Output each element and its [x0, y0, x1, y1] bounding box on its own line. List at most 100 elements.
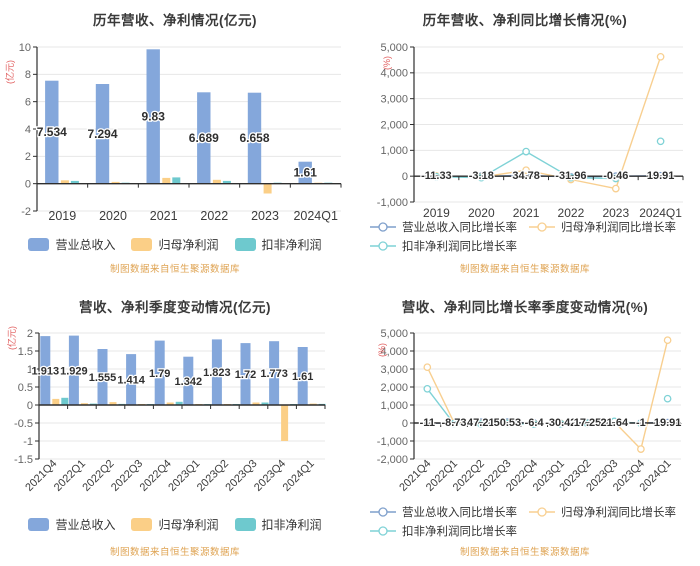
- chart-title: 营收、净利季度变动情况(亿元): [79, 300, 271, 315]
- category-label: 2024Q1: [639, 206, 682, 220]
- y-tick-label: 2: [25, 151, 31, 163]
- source-note: 制图数据来自恒生聚源数据库: [109, 264, 240, 275]
- category-labels: 2021Q42022Q12022Q22022Q32022Q42023Q12023…: [23, 458, 317, 494]
- legend-line-marker-non-gaap-growth: [370, 526, 396, 536]
- category-label: 2019: [423, 206, 450, 220]
- legend-item-net-profit-growth: 归母净利润同比增长率: [529, 504, 676, 520]
- value-label: -8.73: [441, 417, 466, 429]
- value-label: 50.53: [494, 417, 522, 429]
- value-labels: -11.33 -3.18 34.78 -31.96 -0.46 19.91: [420, 169, 676, 184]
- revenue-bars: [45, 49, 312, 184]
- y-axis: 5,000 4,000 3,000 2,000 1,000 0 -1,000: [377, 42, 414, 209]
- value-label: -30.42: [545, 417, 576, 429]
- legend-item-net-profit-growth: 归母净利润同比增长率: [529, 219, 676, 235]
- category-label: 2021: [513, 206, 540, 220]
- y-tick-label: 0: [27, 400, 33, 412]
- gridlines: [414, 332, 681, 460]
- y-tick-label: 1,000: [380, 145, 408, 157]
- chart-title: 历年营收、净利同比增长情况(%): [422, 13, 628, 28]
- value-labels: 7.534 7.294 9.83 6.689 6.658 1.61: [36, 108, 319, 181]
- category-labels: 2019 2020 2021 2022 2023 2024Q1: [423, 206, 682, 220]
- category-label: 2021: [150, 209, 178, 223]
- y-tick-label: 1: [27, 364, 33, 376]
- y-tick-label: 0.5: [18, 382, 33, 394]
- value-label: -11.33: [421, 170, 452, 182]
- value-label: -6.4: [525, 417, 545, 429]
- category-label: 2023: [251, 209, 279, 223]
- y-tick-label: 0: [25, 178, 31, 190]
- legend-label: 扣非净利润同比增长率: [402, 526, 517, 538]
- y-tick-label: 3,000: [380, 364, 408, 376]
- chart-title: 营收、净利同比增长率季度变动情况(%): [401, 300, 649, 315]
- y-axis-unit-label: (%): [377, 343, 387, 357]
- legend: 营业总收入 归母净利润 扣非净利润: [0, 236, 350, 253]
- revenue-bars: [40, 335, 308, 405]
- category-label: 2020: [468, 206, 495, 220]
- y-tick-label: 3,000: [380, 93, 408, 105]
- legend-label: 归母净利润同比增长率: [561, 507, 676, 519]
- legend-swatch-net-profit: [131, 518, 153, 531]
- legend-item-non-gaap: 扣非净利润: [234, 236, 322, 253]
- value-label: 1.414: [117, 375, 145, 387]
- y-tick-label: 2: [27, 328, 33, 340]
- value-label: -11: [420, 417, 435, 429]
- source-note: 制图数据来自恒生聚源数据库: [109, 547, 240, 558]
- value-label: 1.913: [32, 366, 60, 378]
- value-label: 1.79: [149, 368, 170, 380]
- value-label: -0.46: [603, 170, 628, 182]
- y-tick-label: 0: [402, 418, 408, 430]
- value-label: 6.658: [239, 131, 269, 145]
- source-note: 制图数据来自恒生聚源数据库: [459, 264, 590, 275]
- legend-item-revenue-growth: 营业总收入同比增长率: [370, 504, 517, 520]
- legend-item-non-gaap: 扣非净利润: [234, 516, 322, 533]
- legend-label: 扣非净利润: [261, 518, 322, 532]
- value-label: 17.25: [574, 417, 602, 429]
- y-tick-label: -2: [21, 206, 31, 218]
- value-label: 1.929: [60, 365, 88, 377]
- source-note: 制图数据来自恒生聚源数据库: [459, 547, 590, 558]
- y-axis-unit-label: (亿元): [4, 60, 15, 84]
- y-axis: 10 8 6 4 2 0 -2: [19, 42, 37, 218]
- quadrant-annual-growth-rate: 历年营收、净利同比增长情况(%) 5,000 4,000 3,000 2,000 1,0…: [350, 0, 700, 283]
- legend-label: 扣非净利润同比增长率: [402, 241, 517, 253]
- category-label: 2024Q1: [281, 458, 317, 494]
- y-axis-unit-label: (%): [382, 56, 392, 70]
- category-label: 2022: [558, 206, 585, 220]
- y-tick-label: 2,000: [380, 382, 408, 394]
- legend-item-non-gaap-growth: 扣非净利润同比增长率: [370, 523, 517, 539]
- value-label: 1.342: [175, 376, 203, 388]
- category-label: 2020: [99, 209, 127, 223]
- legend-label: 营业总收入: [55, 238, 116, 252]
- value-label: 7.534: [37, 125, 67, 139]
- y-tick-label: -1,000: [377, 197, 408, 209]
- y-tick-label: -1.5: [14, 454, 33, 466]
- annual-growth-line-chart: 5,000 4,000 3,000 2,000 1,000 0 -1,000 (%) -11.3…: [377, 42, 684, 220]
- value-label: 19.91: [647, 170, 675, 182]
- value-label: 47.21: [467, 417, 495, 429]
- y-tick-label: -1,000: [377, 436, 408, 448]
- y-tick-label: 6: [25, 96, 31, 108]
- quadrant-quarterly-revenue-profit: 营收、净利季度变动情况(亿元) 2 1.5 1 0.5 0 -0.5 -1 -1.5 (亿元) 1…: [0, 283, 350, 566]
- y-tick-label: -0.5: [14, 418, 33, 430]
- category-label: 2024Q1: [293, 209, 338, 223]
- legend-label: 归母净利润: [158, 238, 219, 252]
- value-label: 1.555: [89, 372, 117, 384]
- legend-label: 营业总收入同比增长率: [402, 222, 517, 234]
- legend-label: 扣非净利润: [261, 238, 322, 252]
- annual-revenue-profit-bar-chart: 10 8 6 4 2 0 -2 (亿元) 7.534 7.294 9.83 6.689 6.658 1.6…: [4, 42, 342, 223]
- category-labels: 2019 2020 2021 2022 2023 2024Q1: [48, 209, 338, 223]
- legend-item-revenue: 营业总收入: [28, 516, 115, 533]
- value-label: -31.96: [555, 170, 586, 182]
- legend-item-net-profit: 归母净利润: [131, 516, 219, 533]
- category-labels: 2021Q42022Q12022Q22022Q32022Q42023Q12023…: [397, 458, 673, 494]
- legend-swatch-non-gaap: [234, 238, 256, 251]
- x-axis: [38, 333, 326, 459]
- legend-label: 营业总收入同比增长率: [402, 507, 517, 519]
- legend-item-non-gaap-growth: 扣非净利润同比增长率: [370, 238, 517, 254]
- legend-line-marker-non-gaap-growth: [370, 241, 396, 251]
- legend-line-marker-net-profit-growth: [529, 507, 555, 517]
- y-tick-label: 4: [25, 124, 31, 136]
- y-tick-label: 8: [25, 69, 31, 81]
